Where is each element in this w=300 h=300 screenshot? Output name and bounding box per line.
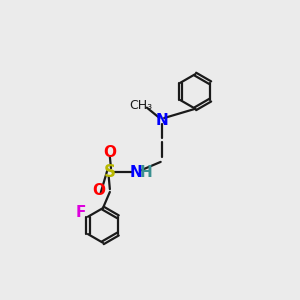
- Text: N: N: [155, 113, 168, 128]
- Text: N: N: [130, 165, 143, 180]
- Text: S: S: [104, 163, 116, 181]
- Text: H: H: [140, 165, 152, 180]
- Text: F: F: [75, 205, 86, 220]
- Text: O: O: [103, 145, 116, 160]
- Text: O: O: [92, 183, 105, 198]
- Text: CH₃: CH₃: [130, 99, 153, 112]
